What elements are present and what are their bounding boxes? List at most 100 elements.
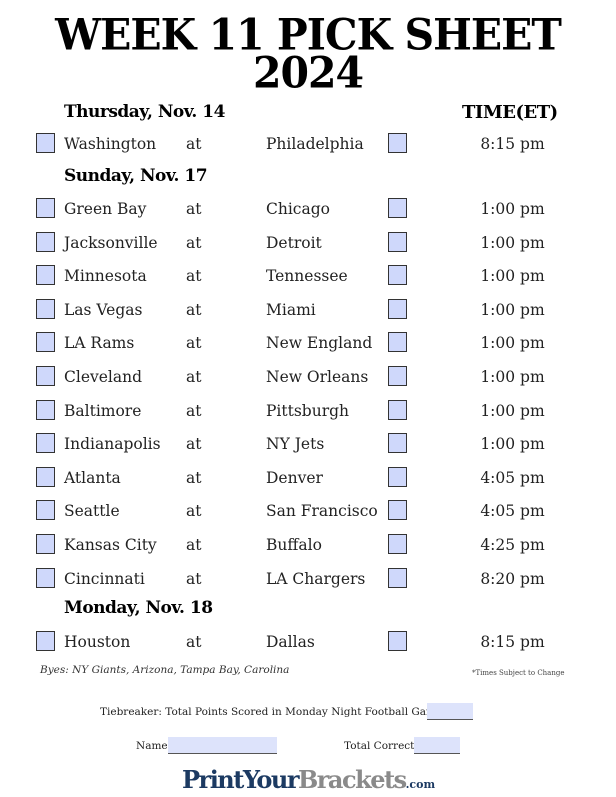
at-label: at — [186, 200, 202, 218]
game-time: 1:00 pm — [480, 233, 545, 252]
away-pick-checkbox[interactable] — [36, 631, 55, 651]
home-pick-checkbox[interactable] — [388, 332, 407, 353]
tiebreaker-label: Tiebreaker: Total Points Scored in Monda… — [100, 706, 443, 718]
tiebreaker-input[interactable] — [427, 703, 473, 720]
away-team: Kansas City — [64, 536, 157, 554]
home-pick-checkbox[interactable] — [388, 298, 407, 319]
away-pick-checkbox[interactable] — [36, 466, 55, 487]
home-pick-checkbox[interactable] — [388, 198, 407, 218]
home-pick-checkbox[interactable] — [388, 567, 407, 588]
game-row: Cincinnati at LA Chargers 8:20 pm — [0, 567, 616, 592]
logo: PrintYourBrackets.com — [182, 765, 435, 794]
game-time: 4:05 pm — [480, 502, 545, 521]
home-pick-checkbox[interactable] — [388, 265, 407, 286]
game-row: Cleveland at New Orleans 1:00 pm — [0, 366, 616, 390]
game-row: Minnesota at Tennessee 1:00 pm — [0, 265, 616, 289]
home-team: Miami — [266, 300, 316, 319]
logo-part1: PrintYour — [182, 765, 300, 794]
away-team: Atlanta — [64, 468, 121, 487]
away-team: Baltimore — [64, 401, 142, 420]
away-pick-checkbox[interactable] — [36, 433, 55, 454]
home-pick-checkbox[interactable] — [388, 534, 407, 554]
at-label: at — [186, 267, 202, 286]
title-line-2: 2024 — [252, 47, 364, 99]
times-note: *Times Subject to Change — [472, 669, 565, 677]
home-team: Denver — [266, 468, 323, 487]
game-row: Washington at Philadelphia 8:15 pm — [0, 133, 616, 157]
total-correct-input[interactable] — [414, 737, 460, 754]
away-team: Houston — [64, 633, 131, 651]
home-pick-checkbox[interactable] — [388, 631, 407, 651]
game-row: Indianapolis at NY Jets 1:00 pm — [0, 433, 616, 457]
away-pick-checkbox[interactable] — [36, 567, 55, 588]
at-label: at — [186, 401, 202, 420]
away-team: Jacksonville — [64, 233, 158, 252]
away-pick-checkbox[interactable] — [36, 366, 55, 386]
logo-part3: .com — [405, 778, 436, 791]
away-pick-checkbox[interactable] — [36, 198, 55, 218]
logo-part2: Brackets — [298, 765, 407, 794]
home-pick-checkbox[interactable] — [388, 466, 407, 487]
at-label: at — [186, 233, 202, 252]
away-pick-checkbox[interactable] — [36, 265, 55, 286]
byes-text: Byes: NY Giants, Arizona, Tampa Bay, Car… — [40, 664, 290, 676]
at-label: at — [186, 300, 202, 319]
home-pick-checkbox[interactable] — [388, 433, 407, 454]
away-team: Cincinnati — [64, 569, 145, 588]
game-row: Seattle at San Francisco 4:05 pm — [0, 500, 616, 524]
away-team: Las Vegas — [64, 300, 143, 319]
away-team: Seattle — [64, 502, 120, 521]
game-time: 1:00 pm — [480, 200, 545, 218]
away-pick-checkbox[interactable] — [36, 500, 55, 521]
away-team: Cleveland — [64, 368, 143, 386]
home-team: Pittsburgh — [266, 401, 350, 420]
home-team: LA Chargers — [266, 569, 366, 588]
home-team: Philadelphia — [266, 135, 364, 153]
total-correct-label: Total Correct — [344, 740, 415, 752]
game-row: Atlanta at Denver 4:05 pm — [0, 466, 616, 491]
away-team: Minnesota — [64, 267, 147, 286]
game-time: 8:15 pm — [480, 135, 545, 153]
name-label: Name — [136, 740, 168, 752]
game-time: 1:00 pm — [480, 334, 545, 353]
name-input[interactable] — [168, 737, 277, 754]
game-row: Kansas City at Buffalo 4:25 pm — [0, 534, 616, 558]
away-pick-checkbox[interactable] — [36, 133, 55, 153]
at-label: at — [186, 502, 202, 521]
day-header: Thursday, Nov. 14 — [64, 102, 225, 122]
away-pick-checkbox[interactable] — [36, 231, 55, 252]
at-label: at — [186, 368, 202, 386]
at-label: at — [186, 569, 202, 588]
home-pick-checkbox[interactable] — [388, 399, 407, 420]
game-row: Green Bay at Chicago 1:00 pm — [0, 198, 616, 222]
home-team: Buffalo — [266, 536, 322, 554]
at-label: at — [186, 536, 202, 554]
game-time: 1:00 pm — [480, 401, 545, 420]
game-time: 1:00 pm — [480, 435, 545, 454]
day-header: Monday, Nov. 18 — [64, 598, 213, 618]
game-row: Las Vegas at Miami 1:00 pm — [0, 298, 616, 323]
home-pick-checkbox[interactable] — [388, 500, 407, 521]
home-team: Dallas — [266, 633, 315, 651]
game-row: Baltimore at Pittsburgh 1:00 pm — [0, 399, 616, 424]
home-pick-checkbox[interactable] — [388, 231, 407, 252]
game-time: 4:25 pm — [480, 536, 545, 554]
game-time: 1:00 pm — [480, 267, 545, 286]
away-pick-checkbox[interactable] — [36, 332, 55, 353]
time-header: TIME(ET) — [462, 102, 558, 123]
home-team: Tennessee — [266, 267, 348, 286]
game-time: 4:05 pm — [480, 468, 545, 487]
away-pick-checkbox[interactable] — [36, 298, 55, 319]
at-label: at — [186, 435, 202, 454]
day-header: Sunday, Nov. 17 — [64, 166, 208, 186]
home-pick-checkbox[interactable] — [388, 366, 407, 386]
away-pick-checkbox[interactable] — [36, 534, 55, 554]
game-time: 8:15 pm — [480, 633, 545, 651]
home-pick-checkbox[interactable] — [388, 133, 407, 153]
away-pick-checkbox[interactable] — [36, 399, 55, 420]
home-team: Chicago — [266, 200, 330, 218]
game-time: 1:00 pm — [480, 368, 545, 386]
home-team: New England — [266, 334, 373, 353]
game-row: LA Rams at New England 1:00 pm — [0, 332, 616, 356]
